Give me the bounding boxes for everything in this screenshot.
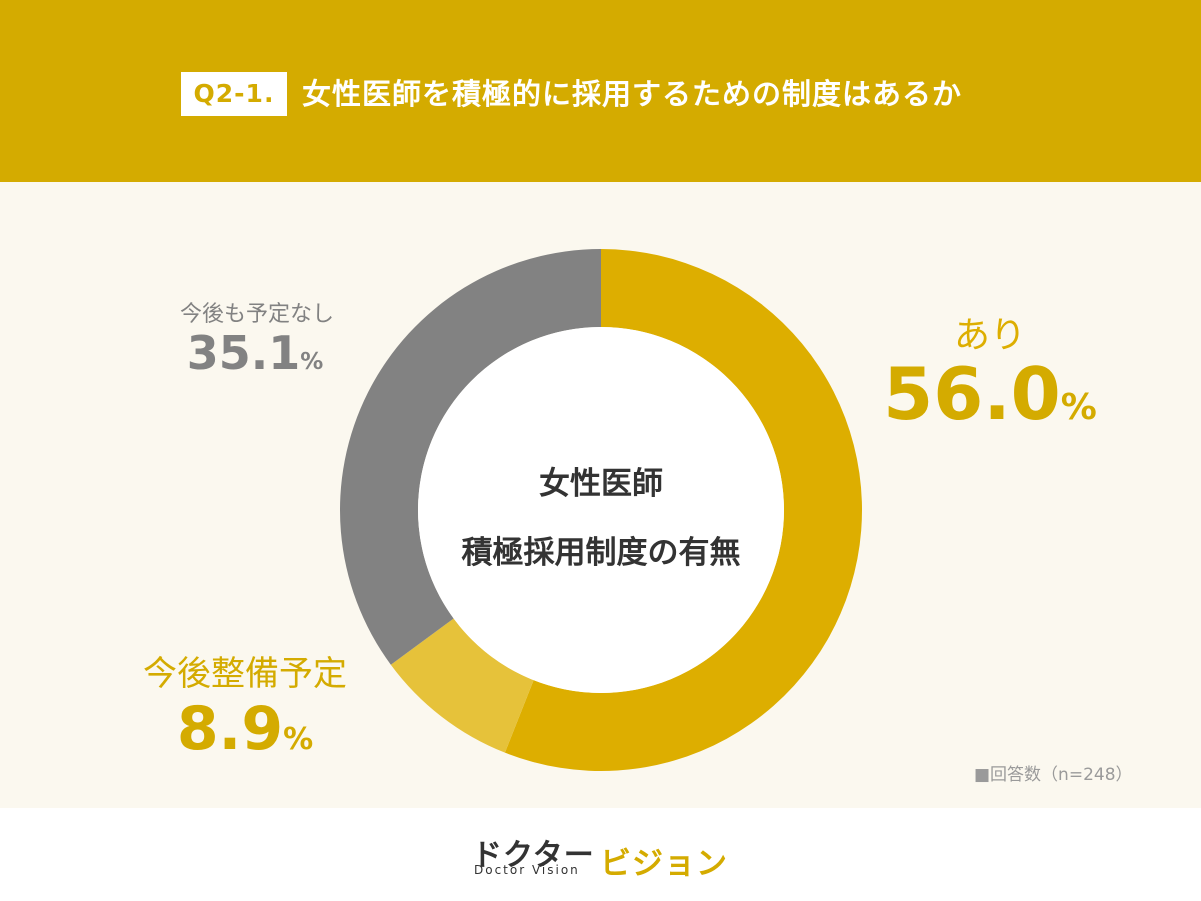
slice-value-nashi: 35.1% (186, 326, 324, 380)
respondent-count-note: ■回答数（n=248） (974, 765, 1133, 785)
footer (0, 808, 1201, 901)
logo-text-sub: ビジョン (600, 846, 728, 882)
question-title: 女性医師を積極的に採用するための制度はあるか (302, 77, 963, 111)
question-badge: Q2-1. (181, 72, 287, 116)
header-band: Q2-1. 女性医師を積極的に採用するための制度はあるか (0, 0, 1201, 182)
center-title-line-2: 積極採用制度の有無 (461, 535, 741, 571)
slice-label-seibi: 今後整備予定 (143, 654, 347, 694)
slice-seibi (390, 618, 534, 753)
slice-value-ari: 56.0% (883, 352, 1097, 436)
slice-label-ari: あり (953, 315, 1026, 356)
logo-text-main: ドクター (472, 838, 595, 873)
slice-label-nashi: 今後も予定なし (179, 302, 334, 327)
center-title-line-1: 女性医師 (539, 466, 663, 502)
slice-nashi (340, 249, 601, 665)
donut-hole (418, 327, 784, 693)
slice-ari (504, 249, 862, 771)
doctor-vision-logo: ドクター Doctor Vision ビジョン (472, 830, 732, 882)
slice-value-seibi: 8.9% (176, 694, 314, 764)
logo-text-en: Doctor Vision (474, 863, 580, 877)
